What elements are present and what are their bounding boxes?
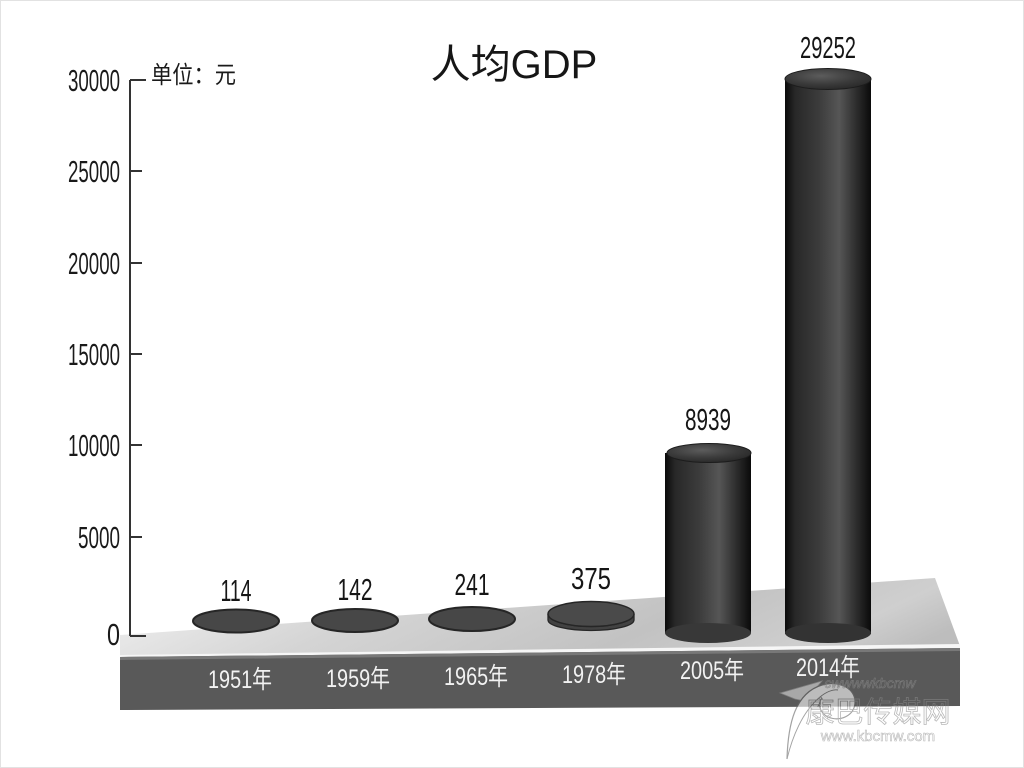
svg-text:20000: 20000 [68,246,120,281]
svg-text:5000: 5000 [78,520,120,555]
svg-text:142: 142 [338,572,373,607]
svg-text:25000: 25000 [68,154,120,189]
svg-text:375: 375 [571,561,611,596]
svg-text:人均GDP: 人均GDP [431,43,598,87]
svg-text:15000: 15000 [68,337,120,372]
svg-text:康巴传媒网: 康巴传媒网 [805,696,950,729]
svg-text:1959年: 1959年 [326,665,390,693]
svg-text:1951年: 1951年 [208,666,272,694]
svg-text:0: 0 [107,617,120,652]
svg-text:10000: 10000 [68,428,120,463]
svg-text:2005年: 2005年 [680,657,744,685]
svg-text:www.kbcmw.com: www.kbcmw.com [820,728,935,745]
svg-text:241: 241 [455,567,490,602]
svg-text:30000: 30000 [68,63,120,98]
svg-text:114: 114 [221,573,252,608]
svg-text:2014年: 2014年 [796,654,860,682]
svg-text:1978年: 1978年 [562,661,626,689]
svg-text:29252: 29252 [800,30,856,65]
svg-text:单位：元: 单位：元 [151,62,236,89]
svg-text:8939: 8939 [685,402,731,437]
svg-text:1965年: 1965年 [444,663,508,691]
